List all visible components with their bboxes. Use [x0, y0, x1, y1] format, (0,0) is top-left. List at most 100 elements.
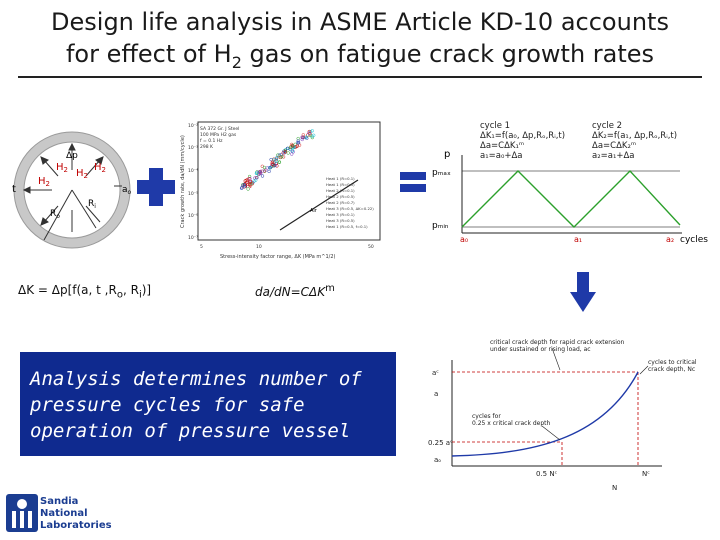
plus-sign-horizontal	[137, 180, 175, 194]
h2-point	[267, 169, 271, 174]
eq1-mid: , R	[122, 283, 139, 297]
h2-point	[301, 135, 305, 139]
h2-point	[242, 183, 247, 187]
h2-point	[260, 174, 265, 178]
h2-3-sub: 2	[84, 172, 88, 180]
air-label: Air	[310, 208, 318, 214]
a0: a	[122, 185, 128, 195]
conclusion-text: Analysis determines number of pressure c…	[30, 366, 386, 444]
p-axis-label: p	[444, 149, 450, 160]
cycle1-line1: ΔK₁=f(a₀, Δp,Rₒ,Rᵢ,t)	[480, 131, 565, 141]
h2-point	[275, 156, 279, 160]
down-arrow-icon	[570, 272, 596, 312]
chart-xlabel: Stress-intensity factor range, ΔK (MPa m…	[220, 254, 335, 260]
h2-point	[271, 163, 275, 167]
h2-point	[300, 135, 304, 139]
equals-sign-top	[400, 172, 426, 180]
delta-k-equation: ΔK = Δp[f(a, t ,Ro, Ri)]	[18, 283, 151, 300]
h2-point	[288, 145, 293, 150]
pmin-label: pₘᵢₙ	[432, 221, 449, 231]
xtick-2: 10	[256, 244, 262, 250]
title-line-2: for effect of H2 gas on fatigue crack gr…	[0, 38, 720, 79]
ytick-3: 10⁻⁴	[188, 168, 198, 174]
h2-point	[274, 159, 279, 163]
h2-point	[291, 144, 295, 148]
logo-line-3: Laboratories	[40, 520, 112, 531]
h2-point	[276, 153, 280, 157]
half-nc-label: 0.5 Nᶜ	[536, 470, 558, 478]
h2-label-2: H2	[94, 162, 106, 174]
ao-label: aₒ	[434, 456, 441, 464]
h2-point	[310, 134, 314, 138]
eq2-main: da/dN=CΔK	[255, 285, 326, 299]
n-axis-label: N	[612, 484, 617, 492]
cycle2-title: cycle 2	[592, 121, 622, 131]
h2-point	[307, 131, 311, 135]
ri-label: Ri	[88, 199, 96, 210]
conclusion-line-3: operation of pressure vessel	[30, 420, 351, 442]
h2-point	[300, 136, 305, 140]
chart-frame	[197, 121, 381, 241]
conclusion-line-1: Analysis determines number of	[30, 368, 362, 390]
logo-line-1: Sandia	[40, 496, 79, 507]
a2-tick-label: a₂	[666, 235, 674, 244]
h2-point	[270, 160, 274, 165]
conclusion-line-2: pressure cycles for safe	[30, 394, 305, 416]
title-line-2-sub: 2	[231, 52, 242, 72]
series-legend: Heat 1 (R=0.1) Heat 1 (R=0.5) Heat 2 (R=…	[326, 176, 374, 229]
ytick-6: 10⁻⁷	[188, 235, 198, 241]
cycle1-title: cycle 1	[480, 121, 510, 131]
dp-label: Δp	[66, 151, 78, 161]
legend-item-8: Heat 3 (R=0.5)	[326, 218, 355, 223]
paris-law-equation: da/dN=CΔKm	[255, 283, 335, 299]
cycle1-line3: a₁=a₀+Δa	[480, 151, 523, 161]
cycle2-line2: Δa=CΔK₂ᵐ	[592, 141, 636, 151]
ri-sub: i	[94, 203, 96, 210]
h2-point	[308, 132, 312, 136]
ro: R	[50, 209, 56, 219]
ac-label: aᶜ	[432, 369, 439, 377]
xtick-3: 50	[368, 244, 374, 250]
ro-line	[43, 189, 73, 241]
h2-point	[253, 176, 257, 180]
cycle-diagram: cycle 1 ΔK₁=f(a₀, Δp,Rₒ,Rᵢ,t) Δa=CΔK₁ᵐ a…	[432, 121, 708, 245]
h2-point	[296, 136, 300, 141]
cycle1-line2: Δa=CΔK₁ᵐ	[480, 141, 524, 151]
h2-3: H	[76, 168, 84, 179]
crack-growth-curve	[451, 371, 639, 457]
h2-point	[282, 151, 287, 155]
ro-sub: o	[56, 213, 60, 220]
cycles-axis-label: cycles	[680, 235, 708, 245]
crack-growth-chart: SA 372 Gr. J Steel 100 MPa H2 gas f = 0.…	[180, 121, 381, 260]
annotation-critical-line2: under sustained or rising load, ac	[490, 346, 591, 353]
vessel-cross-section: Δp H2 H2 H2 H2 t ao Ri Ro	[12, 131, 132, 249]
eq1-end: )]	[141, 283, 152, 297]
a1-tick-label: a₁	[574, 235, 582, 244]
equals-sign-bottom	[400, 184, 426, 192]
h2-point	[248, 182, 252, 186]
h2-point	[310, 135, 314, 140]
annotation-leader-2	[639, 365, 649, 375]
ytick-1: 10⁻²	[188, 123, 198, 129]
h2-point	[243, 184, 247, 189]
h2-point	[246, 187, 250, 191]
ytick-4: 10⁻⁵	[188, 191, 198, 197]
h2-point	[248, 177, 252, 181]
slide-title: Design life analysis in ASME Article KD-…	[0, 6, 720, 79]
h2-label-1: H2	[56, 162, 68, 174]
h2-point	[264, 168, 268, 172]
xtick-1: 5	[200, 244, 203, 250]
h2-point	[249, 181, 253, 186]
cycle2-line1: ΔK₂=f(a₁, Δp,Rₒ,Rᵢ,t)	[592, 131, 677, 141]
h2-point	[273, 160, 277, 164]
h2-point	[290, 142, 294, 147]
h2-curve-label: H₂	[246, 184, 252, 190]
legend-item-1: Heat 1 (R=0.1)	[326, 176, 355, 181]
eq2-m: m	[325, 283, 335, 294]
h2-point	[290, 152, 294, 156]
h2-point	[254, 178, 258, 182]
legend-item-4: Heat 2 (R=0.5)	[326, 194, 355, 199]
ytick-2: 10⁻³	[188, 145, 198, 151]
pmax-label: pₘₐₓ	[432, 168, 451, 178]
eq1-o: o	[116, 289, 123, 301]
